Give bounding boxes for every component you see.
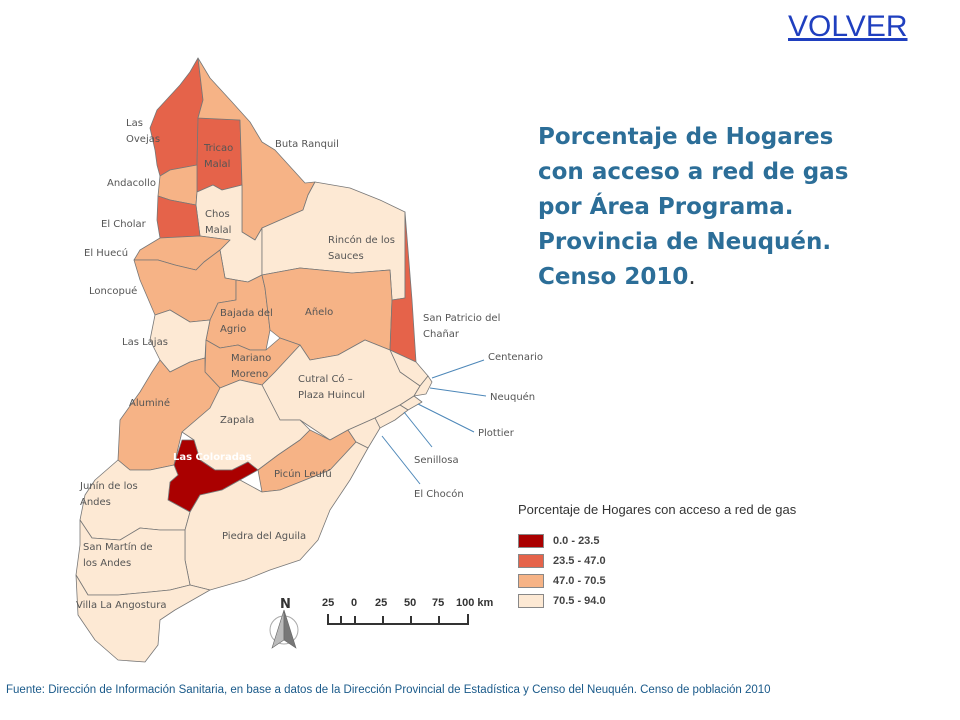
legend-swatch <box>518 554 544 568</box>
label-junin-andes-2: Andes <box>80 497 111 508</box>
label-picun-leufu: Picún Leufú <box>274 468 332 480</box>
label-san-martin-2: los Andes <box>83 558 131 569</box>
scale-tick-25-left: 25 <box>322 597 334 609</box>
label-centenario: Centenario <box>488 352 543 363</box>
map-title-period: . <box>688 264 696 290</box>
legend-swatch <box>518 534 544 548</box>
label-el-huecu: El Huecú <box>84 247 128 259</box>
label-anelo: Añelo <box>305 307 333 318</box>
label-zapala: Zapala <box>220 415 254 426</box>
legend-label: 70.5 - 94.0 <box>553 595 606 607</box>
scale-tick-50: 50 <box>404 597 416 609</box>
legend-item: 70.5 - 94.0 <box>518 591 796 611</box>
volver-link[interactable]: VOLVER <box>788 10 908 43</box>
label-senillosa: Senillosa <box>414 455 459 466</box>
label-buta-ranquil: Buta Ranquil <box>275 139 339 150</box>
scale-bar: 25 0 25 50 75 100 km <box>322 597 494 625</box>
label-chos-malal-2: Malal <box>205 225 231 236</box>
label-junin-andes: Junín de los <box>79 480 138 492</box>
neuquen-map: Las Ovejas Tricao Malal Buta Ranquil And… <box>75 57 543 663</box>
area-villa-angostura[interactable] <box>75 574 211 663</box>
label-san-martin: San Martín de <box>83 541 153 553</box>
label-tricao-malal-2: Malal <box>204 159 230 170</box>
legend-label: 23.5 - 47.0 <box>553 555 606 567</box>
label-piedra-aguila: Piedra del Aguila <box>222 531 306 542</box>
label-el-cholar: El Cholar <box>101 219 147 230</box>
leader-senillosa <box>403 411 433 448</box>
leader-lines <box>381 359 487 485</box>
legend-swatch <box>518 594 544 608</box>
north-label: N <box>280 597 291 612</box>
legend-item: 47.0 - 70.5 <box>518 571 796 591</box>
label-mariano-moreno: Mariano <box>231 353 271 364</box>
label-alumine: Aluminé <box>129 397 170 409</box>
label-mariano-moreno-2: Moreno <box>231 369 268 380</box>
leader-centenario <box>431 359 485 379</box>
legend-label: 47.0 - 70.5 <box>553 575 606 587</box>
legend-swatch <box>518 574 544 588</box>
label-el-chocon: El Chocón <box>414 488 464 500</box>
area-tricao-malal[interactable] <box>196 117 243 193</box>
label-tricao-malal: Tricao <box>203 143 233 154</box>
label-las-coloradas: Las Coloradas <box>173 452 252 463</box>
area-neuquen[interactable] <box>413 375 433 397</box>
label-villa-angostura: Villa La Angostura <box>76 600 167 611</box>
map-title: Porcentaje de Hogares con acceso a red d… <box>538 120 878 295</box>
label-cutral-co-2: Plaza Huincul <box>298 390 365 401</box>
map-title-text: Porcentaje de Hogares con acceso a red d… <box>538 124 849 290</box>
leader-plottier <box>417 403 475 433</box>
label-plottier: Plottier <box>478 428 515 439</box>
label-neuquen: Neuquén <box>490 391 535 403</box>
label-loncopue: Loncopué <box>89 285 137 297</box>
label-bajada-agrio-2: Agrio <box>220 324 246 335</box>
legend-item: 23.5 - 47.0 <box>518 551 796 571</box>
area-las-ovejas[interactable] <box>149 57 204 177</box>
scale-tick-100km: 100 km <box>456 597 494 609</box>
scale-tick-25: 25 <box>375 597 387 609</box>
area-labels: Las Ovejas Tricao Malal Buta Ranquil And… <box>76 118 543 611</box>
north-arrow-left <box>271 609 285 649</box>
legend-item: 0.0 - 23.5 <box>518 531 796 551</box>
legend-title: Porcentaje de Hogares con acceso a red d… <box>518 502 797 517</box>
leader-el-chocon <box>381 435 421 485</box>
label-cutral-co: Cutral Có – <box>298 373 353 385</box>
legend: Porcentaje de Hogares con acceso a red d… <box>518 502 796 611</box>
label-chos-malal: Chos <box>205 209 230 220</box>
source-note: Fuente: Dirección de Información Sanitar… <box>6 684 771 696</box>
leader-neuquen <box>429 387 487 397</box>
label-las-ovejas: Las <box>126 118 143 129</box>
label-las-ovejas-2: Ovejas <box>126 134 160 145</box>
scale-line <box>327 614 469 625</box>
label-san-patricio: San Patricio del <box>423 313 500 324</box>
label-rincon-sauces-2: Sauces <box>328 251 364 262</box>
north-arrow: N <box>269 597 299 649</box>
label-las-lajas: Las Lajas <box>122 337 168 348</box>
label-san-patricio-2: Chañar <box>423 329 460 340</box>
legend-label: 0.0 - 23.5 <box>553 535 600 547</box>
label-bajada-agrio: Bajada del <box>220 308 273 319</box>
north-arrow-right <box>283 609 297 649</box>
label-andacollo: Andacollo <box>107 178 156 189</box>
scale-tick-0: 0 <box>351 597 357 609</box>
area-el-chocon[interactable] <box>347 417 381 449</box>
scale-tick-75: 75 <box>432 597 444 609</box>
label-rincon-sauces: Rincón de los <box>328 234 395 246</box>
